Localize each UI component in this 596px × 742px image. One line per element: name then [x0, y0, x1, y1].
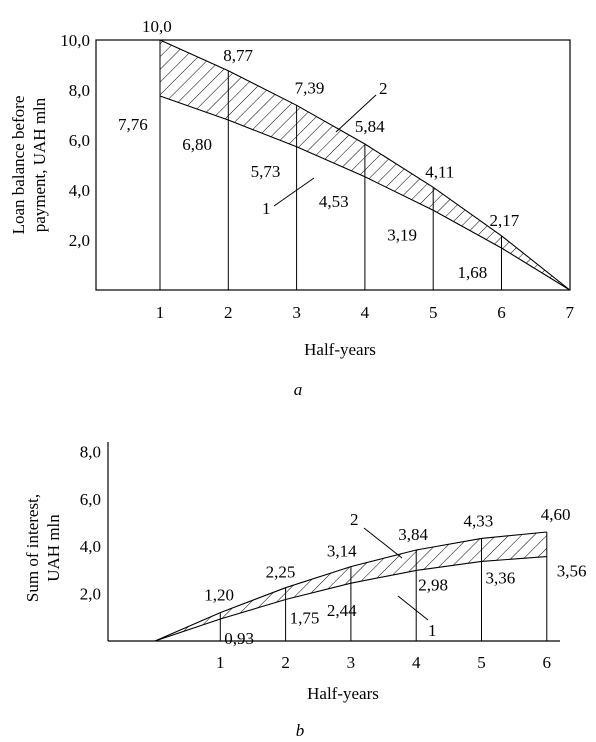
chart-b-plot-area: 2,0 4,0 6,0 8,0 1 2 3 4 5 6 1,20 2,25 3,14 3,84 4,33… — [80, 442, 587, 672]
chart-a-y-ticks: 2,0 4,0 6,0 8,0 10,0 — [60, 31, 90, 250]
chart-a-series-2-data-label: 4,11 — [425, 162, 454, 181]
chart-a-series-1-data-label: 1,68 — [458, 263, 488, 282]
chart-a-series-2-data-label: 5,84 — [355, 117, 385, 136]
chart-a-series-1-data-label: 6,80 — [182, 135, 212, 154]
chart-a-series-1-marker: 1 — [262, 199, 271, 218]
chart-b-series-2-data-label: 1,20 — [204, 586, 234, 605]
chart-b-x-tick-label: 3 — [347, 653, 356, 672]
chart-a-series-1-data-label: 4,53 — [319, 192, 349, 211]
chart-a-series-1-data-label: 5,73 — [251, 162, 281, 181]
chart-a-frame — [95, 39, 571, 291]
chart-b-y-axis-label-line-1: Sum of interest, — [23, 494, 42, 602]
chart-a-x-tick-label: 3 — [292, 303, 301, 322]
chart-a-series-2-marker: 2 — [379, 79, 388, 98]
chart-a-series-2-data-label: 10,0 — [142, 17, 172, 36]
chart-a-y-axis-label-line-2: payment, UAH mln — [30, 97, 49, 232]
chart-a-series-2-data-label: 7,39 — [295, 78, 325, 97]
chart-b-series-2-data-label: 4,60 — [541, 505, 571, 524]
chart-b-series-1-data-label: 2,44 — [327, 601, 357, 620]
chart-a-x-tick-label: 1 — [156, 303, 165, 322]
chart-b-y-ticks: 2,0 4,0 6,0 8,0 — [80, 442, 101, 603]
chart-a-data-labels: 10,0 8,77 7,39 5,84 4,11 2,17 7,76 6,80 5,73 4,53… — [118, 17, 520, 282]
chart-b-series-1-line — [154, 556, 547, 642]
chart-a-series-2-line — [159, 39, 571, 291]
chart-b-x-tick-label: 2 — [281, 653, 290, 672]
chart-b-series-1-leader — [397, 595, 429, 621]
chart-b-y-tick-label: 4,0 — [80, 537, 101, 556]
chart-b-x-axis-label: Half-years — [307, 684, 379, 703]
chart-a-x-tick-label: 2 — [224, 303, 233, 322]
chart-b-series-2-data-label: 4,33 — [464, 511, 494, 530]
chart-a-series-1-data-label: 7,76 — [118, 115, 148, 134]
chart-a-series-2-data-label: 2,17 — [490, 211, 520, 230]
chart-b-y-tick-label: 6,0 — [80, 490, 101, 509]
chart-b-x-tick-label: 5 — [477, 653, 486, 672]
chart-a-x-tick-label: 6 — [497, 303, 506, 322]
chart-a-y-tick-label: 2,0 — [69, 231, 90, 250]
chart-a: 2,0 4,0 6,0 8,0 10,0 1 2 3 4 5 6 7 10,0 8,77 7,39 5,8… — [9, 17, 575, 399]
chart-b-y-tick-label: 2,0 — [80, 585, 101, 604]
chart-a-x-tick-label: 5 — [429, 303, 438, 322]
chart-a-grid-verticals — [159, 40, 502, 290]
chart-a-y-axis-label-line-1: Loan balance before — [9, 96, 28, 235]
chart-a-y-tick-label: 10,0 — [60, 31, 90, 50]
chart-b-series-1-data-label: 2,98 — [418, 575, 448, 594]
chart-b-x-tick-label: 6 — [543, 653, 552, 672]
chart-b-series-2-line — [154, 531, 547, 642]
chart-a-x-tick-label: 7 — [566, 303, 575, 322]
chart-b-y-axis-label-line-2: UAH mln — [44, 514, 63, 582]
chart-b-series-2-marker: 2 — [350, 510, 359, 529]
chart-a-y-tick-label: 8,0 — [69, 81, 90, 100]
chart-b-x-tick-label: 4 — [412, 653, 421, 672]
chart-b-series-2-data-label: 2,25 — [266, 563, 296, 582]
chart-b-data-labels: 1,20 2,25 3,14 3,84 4,33 4,60 0,93 1,75 2,44 2,98… — [204, 505, 586, 648]
chart-b-series-1-data-label: 3,36 — [486, 568, 516, 587]
chart-b-hatched-band — [155, 532, 547, 641]
chart-b-series-2-leader — [363, 527, 403, 559]
chart-b-caption: b — [296, 721, 305, 740]
chart-b-x-tick-label: 1 — [216, 653, 225, 672]
chart-b: 2,0 4,0 6,0 8,0 1 2 3 4 5 6 1,20 2,25 3,14 3,84 4,33… — [23, 442, 587, 740]
chart-a-series-1-leader — [273, 177, 315, 207]
chart-a-y-tick-label: 4,0 — [69, 181, 90, 200]
chart-b-grid-verticals — [219, 531, 548, 641]
chart-b-series-2-data-label: 3,84 — [398, 525, 428, 544]
chart-a-caption: a — [294, 380, 303, 399]
chart-a-x-tick-label: 4 — [361, 303, 370, 322]
chart-a-y-tick-label: 6,0 — [69, 131, 90, 150]
chart-a-x-ticks: 1 2 3 4 5 6 7 — [156, 303, 575, 322]
chart-b-series-1-data-label: 1,75 — [290, 609, 320, 628]
chart-b-series-1-data-label: 0,93 — [224, 629, 254, 648]
chart-b-series-2-data-label: 3,14 — [327, 542, 357, 561]
chart-a-series-1-line — [159, 95, 571, 291]
chart-a-series-2-leader — [335, 94, 377, 133]
chart-a-x-axis-label: Half-years — [304, 340, 376, 359]
chart-b-y-tick-label: 8,0 — [80, 442, 101, 461]
chart-a-plot-area: 2,0 4,0 6,0 8,0 10,0 1 2 3 4 5 6 7 10,0 8,77 7,39 5,8… — [60, 17, 574, 322]
chart-a-series-1-data-label: 3,19 — [387, 225, 417, 244]
chart-a-series-2-data-label: 8,77 — [223, 46, 253, 65]
chart-b-series-1-marker: 1 — [428, 621, 437, 640]
chart-b-series-1-data-label: 3,56 — [557, 562, 587, 581]
chart-b-x-ticks: 1 2 3 4 5 6 — [216, 653, 551, 672]
